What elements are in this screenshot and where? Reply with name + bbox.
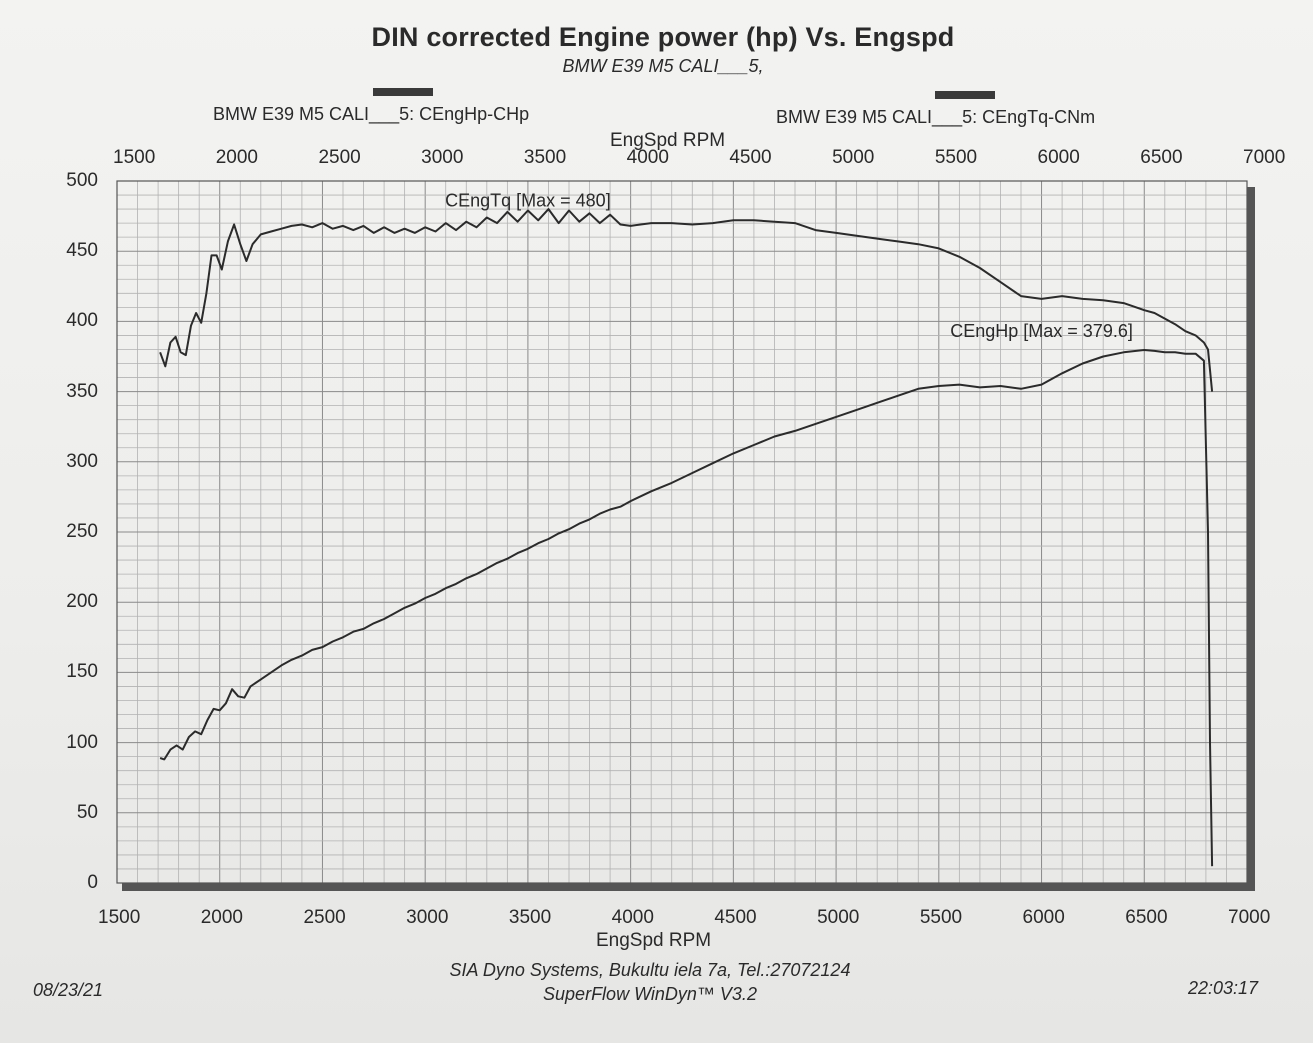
bottom-x-tick-label: 3500 xyxy=(508,907,552,928)
legend-hp-swatch xyxy=(373,88,433,96)
chart-subtitle: BMW E39 M5 CALI___5, xyxy=(562,56,764,76)
bottom-x-tick-label: 6000 xyxy=(1022,907,1065,928)
y-tick-label: 400 xyxy=(66,310,98,332)
legend-tq-label: BMW E39 M5 CALI___5: CEngTq-CNm xyxy=(776,107,1096,127)
bottom-x-tick-label: 5000 xyxy=(817,907,860,928)
series-hp-line xyxy=(159,349,1214,867)
top-x-tick-label: 3500 xyxy=(523,147,567,168)
top-x-tick-label: 5000 xyxy=(832,147,875,168)
y-tick-label: 500 xyxy=(66,170,98,191)
annotation-hp-max: CEngHp [Max = 379.6] xyxy=(950,321,1133,341)
y-tick-label: 450 xyxy=(66,240,98,262)
footer-date: 08/23/21 xyxy=(33,980,104,1000)
bottom-x-tick-label: 7000 xyxy=(1228,907,1271,928)
bottom-x-tick-label: 6500 xyxy=(1125,907,1168,928)
bottom-x-tick-label: 3000 xyxy=(406,907,449,928)
y-tick-label: 50 xyxy=(76,801,98,823)
bottom-x-tick-label: 4000 xyxy=(611,907,654,928)
frame-shadow-bottom xyxy=(122,883,1254,891)
bottom-x-tick-label: 1500 xyxy=(98,907,141,928)
series-lines xyxy=(159,208,1214,867)
y-tick-label: 250 xyxy=(66,521,98,542)
y-tick-label: 0 xyxy=(87,872,98,893)
plot-frame xyxy=(116,180,1255,891)
y-tick-label: 150 xyxy=(66,661,98,683)
frame-shadow-right xyxy=(1247,187,1255,891)
footer-time: 22:03:17 xyxy=(1188,978,1259,998)
footer-company: SIA Dyno Systems, Bukultu iela 7a, Tel.:… xyxy=(449,960,851,980)
top-x-tick-label: 7000 xyxy=(1243,147,1286,168)
y-tick-label: 200 xyxy=(66,591,98,613)
top-x-tick-label: 5500 xyxy=(934,147,978,168)
bottom-x-tick-label: 5500 xyxy=(919,907,963,928)
bottom-x-axis-title: EngSpd RPM xyxy=(596,930,712,951)
annotations: CEngTq [Max = 480] CEngHp [Max = 379.6] xyxy=(445,190,1133,341)
plot-border xyxy=(116,180,1248,884)
y-tick-label: 350 xyxy=(66,380,98,402)
annotation-tq-max: CEngTq [Max = 480] xyxy=(445,190,611,210)
legend-hp-label: BMW E39 M5 CALI___5: CEngHp-CHp xyxy=(213,104,530,124)
series-tq-line xyxy=(159,208,1214,392)
top-x-tick-label: 6000 xyxy=(1037,147,1080,168)
top-x-tick-label: 2500 xyxy=(318,147,361,168)
top-x-tick-label: 4000 xyxy=(626,147,669,168)
bottom-x-tick-label: 2000 xyxy=(200,907,243,928)
y-tick-label: 300 xyxy=(66,450,98,472)
top-x-tick-label: 4500 xyxy=(729,147,772,168)
top-x-tick-label: 6500 xyxy=(1140,147,1183,168)
top-x-tick-label: 2000 xyxy=(215,147,258,168)
chart-title: DIN corrected Engine power (hp) Vs. Engs… xyxy=(371,22,955,52)
footer-software: SuperFlow WinDyn™ V3.2 xyxy=(543,984,757,1004)
bottom-x-tick-label: 4500 xyxy=(714,907,757,928)
top-x-tick-label: 1500 xyxy=(113,147,156,168)
top-x-tick-label: 3000 xyxy=(421,147,464,168)
legend-tq-swatch xyxy=(935,91,995,99)
bottom-x-tick-label: 2500 xyxy=(303,907,346,928)
y-tick-label: 100 xyxy=(66,731,98,753)
top-x-axis-title: EngSpd RPM xyxy=(610,130,726,151)
grid xyxy=(117,181,1247,883)
